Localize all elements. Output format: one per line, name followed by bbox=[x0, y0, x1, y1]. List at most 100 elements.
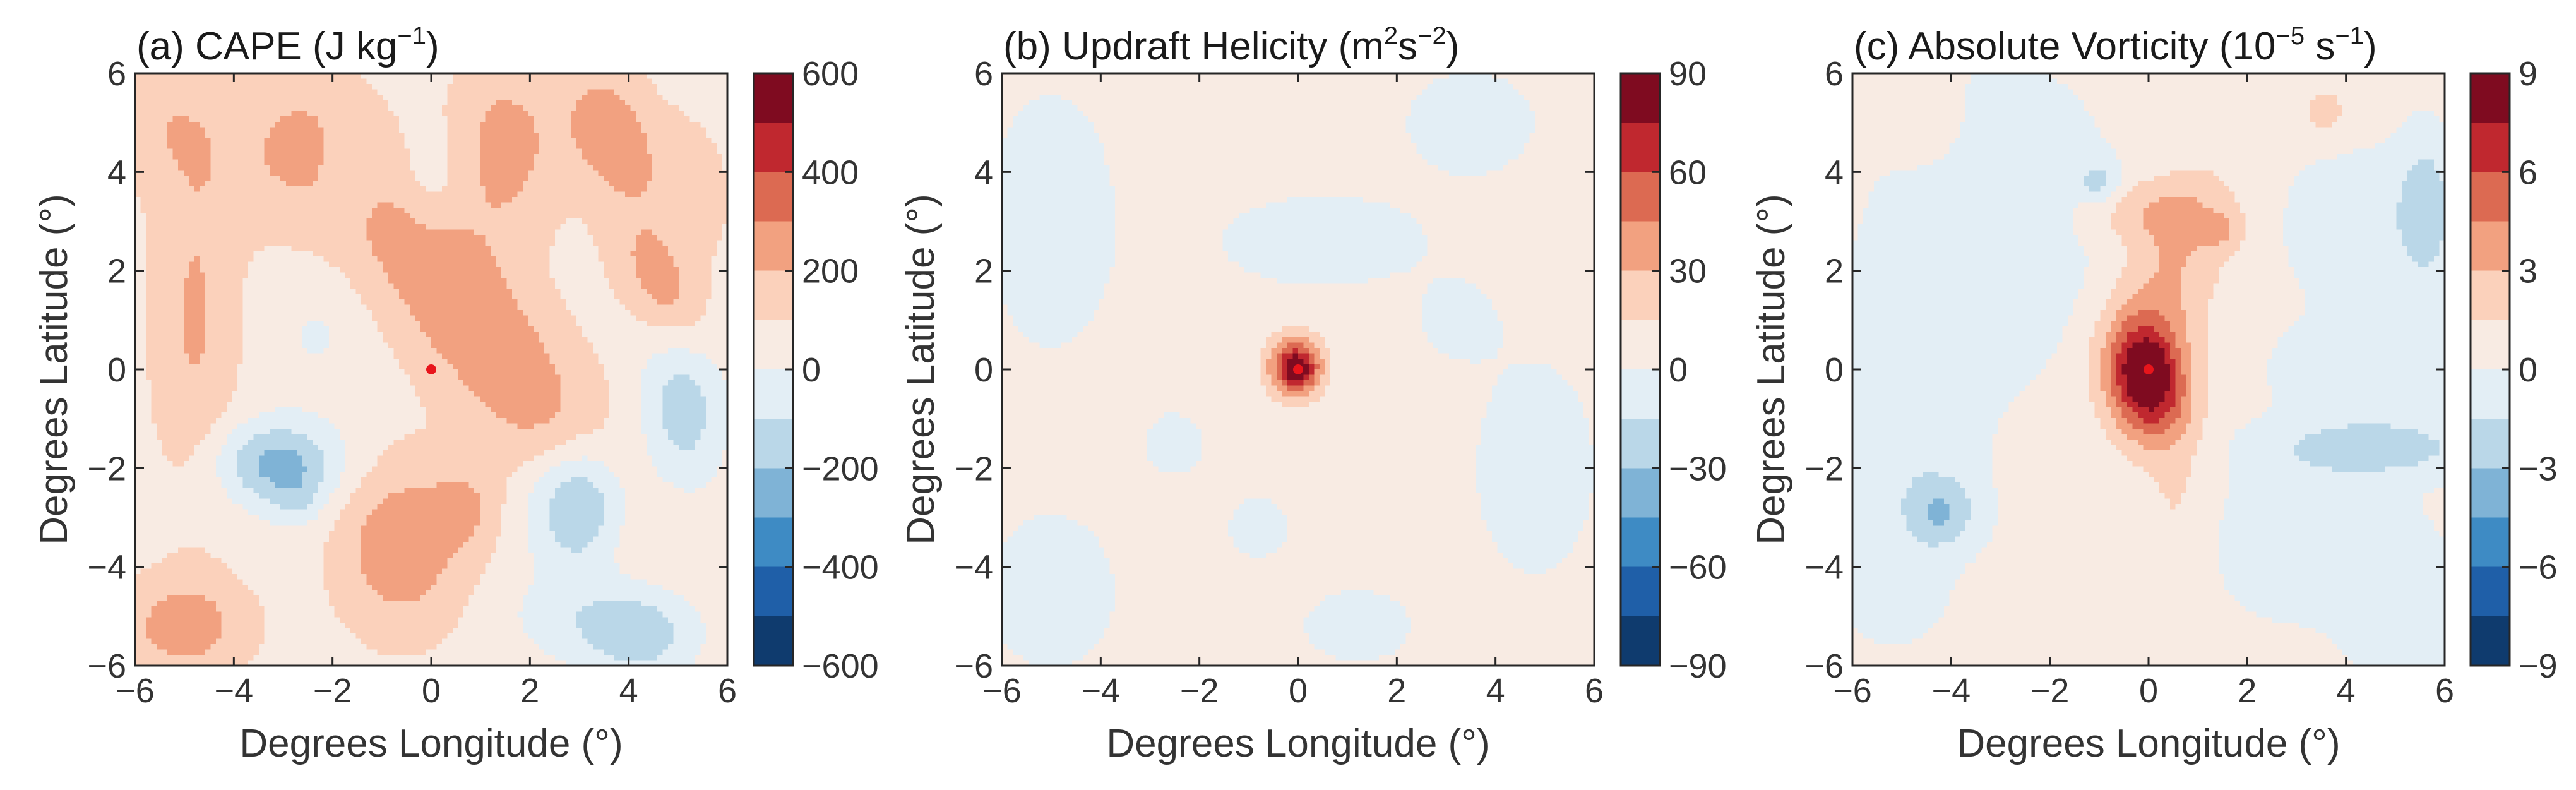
field-cell bbox=[410, 278, 415, 284]
field-cell bbox=[555, 170, 561, 176]
field-cell bbox=[361, 79, 367, 85]
field-cell bbox=[619, 203, 625, 208]
field-cell bbox=[286, 273, 292, 278]
field-cell bbox=[254, 100, 259, 106]
field-cell bbox=[146, 310, 152, 316]
field-cell bbox=[700, 186, 706, 192]
field-cell bbox=[205, 165, 211, 171]
field-cell bbox=[335, 229, 340, 235]
field-cell bbox=[248, 148, 254, 154]
field-cell bbox=[517, 256, 523, 262]
field-cell bbox=[539, 218, 545, 224]
field-cell bbox=[302, 305, 307, 311]
field-cell bbox=[506, 143, 512, 149]
field-cell bbox=[227, 122, 232, 128]
field-cell bbox=[555, 154, 561, 160]
field-cell bbox=[372, 273, 378, 278]
field-cell bbox=[695, 122, 701, 128]
field-cell bbox=[695, 246, 701, 251]
field-cell bbox=[200, 246, 205, 251]
field-cell bbox=[248, 208, 254, 213]
field-cell bbox=[404, 154, 410, 160]
field-cell bbox=[323, 181, 329, 187]
field-cell bbox=[184, 197, 189, 203]
field-cell bbox=[152, 305, 157, 311]
field-cell bbox=[259, 148, 265, 154]
field-cell bbox=[410, 170, 415, 176]
field-cell bbox=[619, 197, 625, 203]
field-cell bbox=[485, 224, 491, 230]
field-cell bbox=[485, 181, 491, 187]
field-cell bbox=[275, 165, 281, 171]
field-cell bbox=[474, 100, 480, 106]
field-cell bbox=[372, 289, 378, 294]
field-cell bbox=[393, 181, 399, 187]
field-cell bbox=[711, 203, 717, 208]
field-cell bbox=[210, 208, 216, 213]
field-cell bbox=[291, 273, 297, 278]
field-cell bbox=[657, 165, 663, 171]
field-cell bbox=[227, 79, 232, 85]
field-cell bbox=[717, 138, 722, 143]
field-cell bbox=[566, 213, 571, 219]
field-cell bbox=[275, 192, 281, 198]
field-cell bbox=[496, 284, 501, 289]
field-cell bbox=[582, 294, 588, 300]
field-cell bbox=[210, 127, 216, 133]
field-cell bbox=[453, 159, 458, 165]
field-cell bbox=[706, 186, 712, 192]
field-cell bbox=[259, 240, 265, 246]
field-cell bbox=[173, 213, 179, 219]
field-cell bbox=[410, 224, 415, 230]
field-cell bbox=[361, 127, 367, 133]
field-cell bbox=[437, 154, 443, 160]
field-cell bbox=[152, 133, 157, 138]
field-cell bbox=[512, 208, 518, 213]
field-cell bbox=[420, 278, 426, 284]
field-cell bbox=[679, 95, 684, 100]
field-cell bbox=[232, 122, 237, 128]
field-cell bbox=[178, 170, 184, 176]
field-cell bbox=[469, 273, 475, 278]
field-cell bbox=[372, 100, 378, 106]
field-cell bbox=[378, 176, 383, 181]
field-cell bbox=[415, 181, 420, 187]
field-cell bbox=[270, 105, 275, 111]
field-cell bbox=[679, 159, 684, 165]
field-cell bbox=[189, 256, 194, 262]
field-cell bbox=[706, 148, 712, 154]
field-cell bbox=[367, 116, 373, 122]
field-cell bbox=[528, 284, 534, 289]
field-cell bbox=[501, 218, 507, 224]
field-cell bbox=[367, 138, 373, 143]
field-cell bbox=[431, 186, 437, 192]
field-cell bbox=[491, 299, 496, 305]
field-cell bbox=[674, 159, 679, 165]
field-cell bbox=[367, 192, 373, 198]
field-cell bbox=[162, 305, 168, 311]
field-cell bbox=[189, 116, 194, 122]
field-cell bbox=[550, 294, 556, 300]
field-cell bbox=[356, 235, 362, 241]
field-cell bbox=[657, 305, 663, 311]
field-cell bbox=[415, 251, 420, 256]
field-cell bbox=[232, 165, 237, 171]
field-cell bbox=[248, 224, 254, 230]
field-cell bbox=[717, 127, 722, 133]
field-cell bbox=[388, 278, 394, 284]
field-cell bbox=[340, 278, 345, 284]
field-cell bbox=[539, 84, 545, 90]
field-cell bbox=[415, 224, 420, 230]
field-cell bbox=[598, 294, 604, 300]
field-cell bbox=[448, 218, 453, 224]
field-cell bbox=[619, 251, 625, 256]
field-cell bbox=[361, 186, 367, 192]
field-cell bbox=[420, 181, 426, 187]
field-cell bbox=[566, 84, 571, 90]
field-cell bbox=[399, 273, 405, 278]
field-cell bbox=[157, 267, 162, 273]
field-cell bbox=[582, 224, 588, 230]
field-cell bbox=[350, 133, 356, 138]
field-cell bbox=[152, 122, 157, 128]
field-cell bbox=[641, 235, 647, 241]
